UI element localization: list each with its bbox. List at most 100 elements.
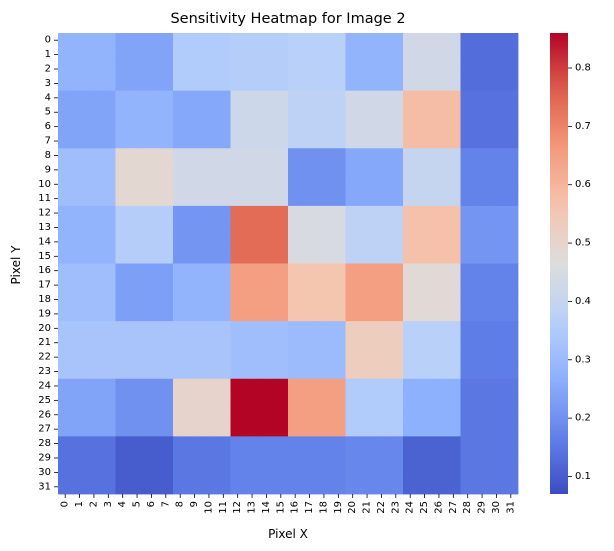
heatmap-cell — [431, 220, 447, 236]
heatmap-cell — [144, 76, 160, 92]
heatmap-cell — [388, 321, 404, 336]
heatmap-cell — [115, 421, 131, 437]
heatmap-cell — [403, 436, 418, 452]
heatmap-cell — [446, 205, 461, 221]
heatmap-cell — [216, 177, 231, 192]
heatmap-cell — [216, 105, 231, 120]
heatmap-cell — [431, 249, 447, 264]
heatmap-cell — [503, 335, 519, 351]
heatmap-cell — [273, 90, 289, 106]
heatmap-cell — [446, 105, 461, 120]
heatmap-cell — [489, 263, 505, 279]
heatmap-cell — [474, 148, 490, 164]
heatmap-cell — [129, 393, 145, 408]
heatmap-cell — [201, 277, 217, 293]
heatmap-cell — [129, 479, 145, 495]
x-tick-label: 29 — [477, 501, 488, 514]
heatmap-cell — [101, 205, 116, 221]
chart-title: Sensitivity Heatmap for Image 2 — [170, 11, 405, 27]
heatmap-cell — [374, 364, 390, 380]
heatmap-cell — [489, 364, 505, 380]
heatmap-cell — [216, 263, 231, 279]
heatmap-cell — [244, 47, 260, 63]
heatmap-cell — [259, 335, 275, 351]
heatmap-cell — [115, 133, 131, 149]
heatmap-cell — [403, 292, 418, 308]
heatmap-cell — [72, 205, 88, 221]
heatmap-cell — [273, 119, 289, 135]
heatmap-cell — [446, 292, 461, 308]
heatmap-cell — [86, 306, 102, 322]
heatmap-cell — [173, 321, 188, 336]
heatmap-cell — [345, 421, 361, 437]
heatmap-cell — [273, 465, 289, 480]
heatmap-cell — [201, 306, 217, 322]
heatmap-cell — [201, 321, 217, 336]
heatmap-cell — [86, 177, 102, 192]
heatmap-cell — [431, 61, 447, 77]
heatmap-cell — [446, 421, 461, 437]
heatmap-cell — [359, 407, 375, 423]
heatmap-cell — [431, 119, 447, 135]
heatmap-cell — [230, 205, 246, 221]
heatmap-cell — [187, 205, 203, 221]
heatmap-cell — [173, 76, 188, 92]
heatmap-cell — [474, 450, 490, 466]
heatmap-cell — [201, 220, 217, 236]
heatmap-cell — [403, 205, 418, 221]
heatmap-cell — [331, 450, 346, 466]
heatmap-cell — [446, 306, 461, 322]
heatmap-cell — [173, 61, 188, 77]
x-tick-label: 12 — [232, 501, 243, 514]
heatmap-cell — [129, 205, 145, 221]
heatmap-cell — [288, 249, 303, 264]
heatmap-cell — [244, 162, 260, 178]
heatmap-cell — [316, 465, 332, 480]
heatmap-cell — [288, 349, 303, 365]
heatmap-cell — [288, 162, 303, 178]
heatmap-cell — [489, 191, 505, 207]
heatmap-cell — [86, 263, 102, 279]
heatmap-cell — [259, 133, 275, 149]
heatmap-cell — [144, 249, 160, 264]
heatmap-cell — [244, 436, 260, 452]
heatmap-cell — [216, 393, 231, 408]
heatmap-cell — [359, 61, 375, 77]
heatmap-cell — [173, 393, 188, 408]
heatmap-cell — [331, 61, 346, 77]
heatmap-cell — [72, 450, 88, 466]
heatmap-cell — [216, 76, 231, 92]
heatmap-cell — [417, 162, 433, 178]
heatmap-cell — [345, 162, 361, 178]
heatmap-cell — [244, 393, 260, 408]
heatmap-cell — [489, 162, 505, 178]
heatmap-cell — [302, 47, 318, 63]
heatmap-cell — [388, 349, 404, 365]
heatmap-cell — [216, 407, 231, 423]
heatmap-cell — [374, 220, 390, 236]
heatmap-cell — [302, 263, 318, 279]
heatmap-cell — [331, 33, 346, 48]
heatmap-cell — [230, 76, 246, 92]
heatmap-cell — [288, 90, 303, 106]
heatmap-cell — [489, 177, 505, 192]
heatmap-cell — [417, 148, 433, 164]
heatmap-cell — [460, 191, 476, 207]
heatmap-cell — [288, 263, 303, 279]
heatmap-cell — [259, 191, 275, 207]
heatmap-cell — [316, 335, 332, 351]
heatmap-cell — [187, 306, 203, 322]
heatmap-cell — [187, 61, 203, 77]
heatmap-cell — [144, 436, 160, 452]
heatmap-cell — [316, 364, 332, 380]
heatmap-cell — [273, 378, 289, 394]
heatmap-cell — [58, 105, 73, 120]
heatmap-cell — [316, 306, 332, 322]
heatmap-cell — [115, 249, 131, 264]
y-tick-label: 2 — [45, 64, 51, 75]
heatmap-cell — [503, 436, 519, 452]
heatmap-cell — [86, 205, 102, 221]
heatmap-cell — [489, 105, 505, 120]
heatmap-cell — [86, 421, 102, 437]
heatmap-cell — [72, 249, 88, 264]
